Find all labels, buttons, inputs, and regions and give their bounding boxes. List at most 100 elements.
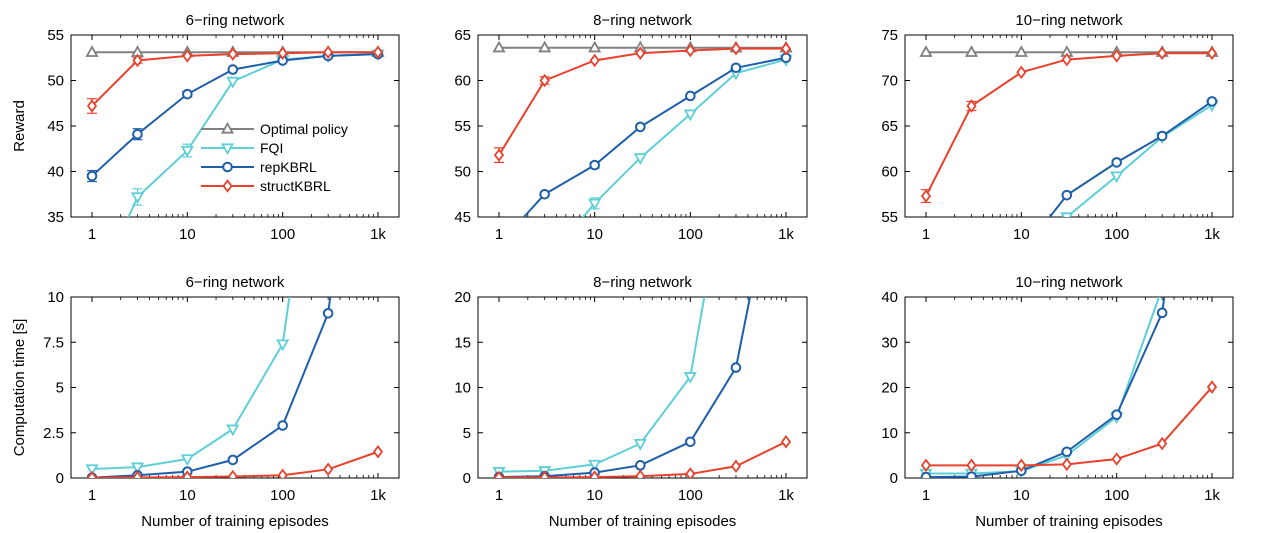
x-tick-label: 100 — [1104, 226, 1129, 243]
data-point-struct — [920, 458, 932, 473]
data-point-struct — [86, 99, 98, 113]
legend-entry-optimal: Optimal policy — [201, 121, 348, 137]
series-struct — [920, 380, 1218, 473]
data-point-optimal — [538, 40, 552, 53]
data-point-fqi — [966, 304, 976, 313]
y-tick-label: 55 — [47, 27, 64, 44]
legend-marker-struct — [222, 179, 233, 193]
plot-area — [919, 45, 1219, 359]
data-point-rep — [966, 471, 977, 478]
y-tick-label: 15 — [454, 334, 471, 351]
data-point-fqi — [323, 22, 333, 31]
data-point-rep — [685, 90, 696, 102]
y-tick-label: 2.5 — [43, 425, 64, 442]
data-point-struct — [493, 470, 505, 478]
legend-marker-fqi — [220, 143, 235, 156]
data-point-struct — [966, 99, 977, 113]
data-point-fqi — [1157, 284, 1167, 293]
panel-3: 10−ring network 55 60 65 70 75 1 10 100 1k — [881, 12, 1234, 359]
data-point-struct — [1111, 49, 1122, 63]
data-point-struct — [1061, 52, 1072, 67]
y-axis-label: Computation time [s] — [11, 319, 28, 457]
data-point-struct — [227, 47, 238, 61]
data-point-struct — [323, 462, 334, 477]
data-point-rep — [1061, 446, 1073, 458]
panel-1: 6−ring network 35 40 45 50 55 1 10 100 1k Reward — [11, 12, 400, 243]
data-point-struct — [685, 467, 696, 478]
y-tick-label: 65 — [881, 118, 898, 135]
x-tick-label: 10 — [179, 487, 196, 504]
data-point-fqi — [683, 372, 697, 384]
x-tick-label: 1 — [922, 226, 930, 243]
data-point-rep — [1111, 409, 1122, 420]
series-fqi — [127, 49, 385, 217]
x-tick-label: 100 — [270, 487, 295, 504]
legend-label: structKBRL — [260, 178, 331, 194]
data-point-rep — [967, 304, 976, 313]
data-point-struct — [539, 73, 550, 88]
data-point-struct — [1157, 436, 1168, 451]
data-point-fqi — [1060, 212, 1074, 217]
y-tick-label: 0 — [463, 470, 471, 487]
data-point-optimal — [1014, 45, 1028, 57]
data-point-struct — [635, 46, 646, 61]
y-tick-label: 35 — [47, 209, 64, 226]
y-tick-label: 45 — [454, 209, 471, 226]
legend-label: FQI — [260, 140, 283, 156]
x-tick-label: 10 — [586, 487, 603, 504]
series-line-fqi — [581, 58, 787, 217]
series-struct — [920, 46, 1218, 204]
data-point-struct — [1206, 46, 1218, 61]
data-point-fqi — [683, 109, 697, 122]
y-tick-label: 0 — [56, 470, 64, 487]
y-tick-label: 45 — [47, 118, 64, 135]
y-tick-label: 20 — [881, 380, 898, 397]
data-point-rep — [730, 62, 742, 74]
x-tick-label: 1k — [1204, 226, 1220, 243]
data-point-rep — [589, 159, 600, 171]
series-fqi — [919, 284, 1167, 478]
series-rep — [920, 297, 1168, 478]
data-point-struct — [493, 148, 505, 162]
y-tick-label: 5 — [56, 380, 64, 397]
x-tick-label: 10 — [1013, 487, 1030, 504]
data-point-optimal — [85, 45, 99, 57]
panel-4: 6−ring network 0 2.5 5 7.5 10 1 10 100 1k Computat… — [11, 22, 400, 530]
data-point-struct — [589, 470, 600, 478]
y-tick-label: 55 — [881, 209, 898, 226]
data-point-fqi — [226, 76, 240, 89]
x-axis-label: Number of training episodes — [549, 513, 737, 530]
x-tick-label: 1k — [370, 226, 386, 243]
data-point-struct — [323, 45, 334, 60]
x-tick-label: 1 — [922, 487, 930, 504]
data-point-fqi — [130, 462, 145, 475]
series-rep — [522, 52, 792, 217]
data-point-struct — [1016, 458, 1027, 473]
data-point-fqi — [226, 424, 240, 437]
data-point-rep — [227, 454, 239, 466]
data-point-rep — [730, 362, 742, 373]
data-point-fqi — [633, 153, 647, 165]
data-point-struct — [1111, 452, 1122, 466]
data-point-struct — [1157, 46, 1168, 61]
data-point-fqi — [180, 145, 194, 158]
series-struct — [493, 41, 792, 163]
data-point-struct — [920, 189, 932, 203]
data-point-fqi — [921, 350, 931, 359]
y-axis-label: Reward — [11, 100, 28, 152]
data-point-optimal — [919, 45, 933, 57]
plot-area — [85, 45, 385, 217]
series-line-rep — [1048, 100, 1213, 217]
x-axis-label: Number of training episodes — [975, 513, 1163, 530]
legend-entry-fqi: FQI — [201, 140, 283, 156]
y-tick-label: 40 — [47, 164, 64, 181]
series-fqi — [85, 22, 333, 477]
panel-6: 10−ring network 0 10 20 30 40 1 10 100 1k Number o… — [881, 274, 1234, 530]
data-point-rep — [227, 64, 239, 75]
data-point-rep — [1156, 307, 1168, 319]
y-tick-label: 5 — [463, 425, 471, 442]
axes-box — [70, 296, 400, 479]
legend-marker-rep — [222, 161, 233, 173]
